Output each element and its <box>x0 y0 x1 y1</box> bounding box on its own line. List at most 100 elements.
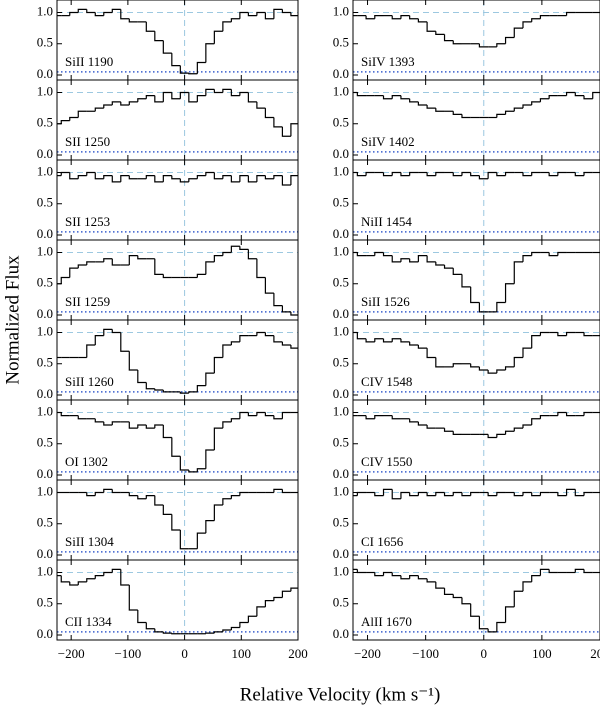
spectrum-bin <box>86 261 96 265</box>
spectrum-bin <box>205 449 215 469</box>
spectrum-bin <box>290 12 298 17</box>
line-label: SiII 1190 <box>65 54 113 69</box>
spectrum-bin <box>513 356 523 367</box>
spectrum-bin <box>154 31 164 42</box>
spectrum-bin <box>565 412 576 417</box>
spectrum-bin <box>145 175 155 179</box>
spectrum-bin <box>496 172 506 177</box>
spectrum-bin <box>382 338 393 343</box>
spectrum-bin <box>522 347 532 358</box>
spectrum-bin <box>256 331 266 336</box>
spectrum-bin <box>504 283 515 303</box>
spectrum-bin <box>154 95 164 103</box>
x-tick-label: 0 <box>481 646 488 661</box>
spectrum-bin <box>196 61 206 74</box>
spectrum-bin <box>565 331 576 336</box>
spectrum-bin <box>496 301 506 312</box>
spectrum-bin <box>213 504 223 521</box>
spectrum-bin <box>60 575 70 583</box>
spectrum-bin <box>256 11 266 16</box>
spectrum-bin <box>452 268 462 275</box>
spectrum-bin <box>539 415 550 419</box>
spectrum-bin <box>86 344 96 358</box>
spectrum-bin <box>409 341 419 346</box>
spectrum-bin <box>273 488 283 493</box>
x-tick-label: 0 <box>181 646 188 661</box>
spectrum-bin <box>548 95 558 99</box>
spectrum-bin <box>531 492 541 497</box>
spectrum-bin <box>205 632 215 634</box>
spectrum-bin <box>128 421 138 429</box>
y-tick-label: 1.0 <box>333 243 349 258</box>
spectrum-bin <box>77 8 87 13</box>
line-label: SII 1259 <box>65 294 110 309</box>
spectrum-bin <box>120 175 130 182</box>
spectrum-bin <box>281 9 291 14</box>
spectrum-bin <box>281 411 291 419</box>
line-label: CIV 1550 <box>361 454 412 469</box>
y-tick-label: 1.0 <box>37 563 53 578</box>
spectrum-bin <box>565 91 576 96</box>
y-tick-label: 0.5 <box>37 595 53 610</box>
spectrum-bin <box>111 101 121 105</box>
line-label: SII 1250 <box>65 134 110 149</box>
y-tick-label: 0.5 <box>333 195 349 210</box>
spectrum-bin <box>391 15 401 20</box>
spectrum-bin <box>417 101 428 106</box>
spectrum-bin <box>583 491 593 496</box>
spectrum-bin <box>583 171 593 176</box>
spectrum-bin <box>400 15 410 19</box>
spectrum-bin <box>145 382 155 390</box>
y-tick-label: 0.0 <box>37 466 53 481</box>
spectrum-bin <box>290 175 298 185</box>
spectrum-bin <box>120 332 130 352</box>
y-tick-label: 0.0 <box>333 546 349 561</box>
spectrum-bin <box>522 255 532 262</box>
spectrum-bin <box>69 116 79 121</box>
spectrum-bin <box>128 101 138 105</box>
y-tick-label: 1.0 <box>37 83 53 98</box>
spectrum-bin <box>365 338 375 343</box>
line-label: SiII 1526 <box>361 294 410 309</box>
spectrum-bin <box>417 575 428 580</box>
spectrum-bin <box>478 175 489 180</box>
spectrum-bin <box>391 171 401 176</box>
x-tick-label: −200 <box>354 646 381 661</box>
y-tick-label: 0.0 <box>333 66 349 81</box>
y-tick-label: 1.0 <box>37 403 53 418</box>
panel <box>57 560 298 640</box>
spectrum-bin <box>409 418 419 423</box>
spectrum-bin <box>196 468 206 472</box>
spectrum-bin <box>273 8 283 19</box>
panel <box>353 240 600 320</box>
spectrum-bin <box>188 178 198 182</box>
spectrum-bin <box>496 113 506 118</box>
spectrum-bin <box>565 488 576 496</box>
spectrum-bin <box>461 171 471 176</box>
spectrum-bin <box>513 261 523 284</box>
spectrum-bin <box>504 110 515 115</box>
spectrum-bin <box>171 92 181 100</box>
spectrum-bin <box>382 95 393 100</box>
spectrum-bin <box>111 568 121 573</box>
spectrum-bin <box>426 172 436 177</box>
spectrum-bin <box>196 385 206 392</box>
spectrum-bin <box>128 18 138 23</box>
spectrum-bin <box>478 366 489 371</box>
spectrum-bin <box>487 492 497 497</box>
spectrum-bin <box>128 255 138 265</box>
panel <box>353 160 600 240</box>
spectrum-bin <box>356 569 367 574</box>
spectrum-bin <box>452 40 462 45</box>
spectrum-bin <box>504 366 515 370</box>
spectrum-bin <box>213 427 223 450</box>
spectrum-bin <box>513 27 523 38</box>
spectrum-bin <box>69 267 79 278</box>
spectrum-bin <box>111 421 121 425</box>
y-tick-label: 0.5 <box>37 435 53 450</box>
spectrum-bin <box>557 492 567 497</box>
spectrum-bin <box>69 11 79 16</box>
spectrum-bin <box>247 175 257 183</box>
y-tick-label: 1.0 <box>333 483 349 498</box>
spectrum-bin <box>128 351 138 371</box>
